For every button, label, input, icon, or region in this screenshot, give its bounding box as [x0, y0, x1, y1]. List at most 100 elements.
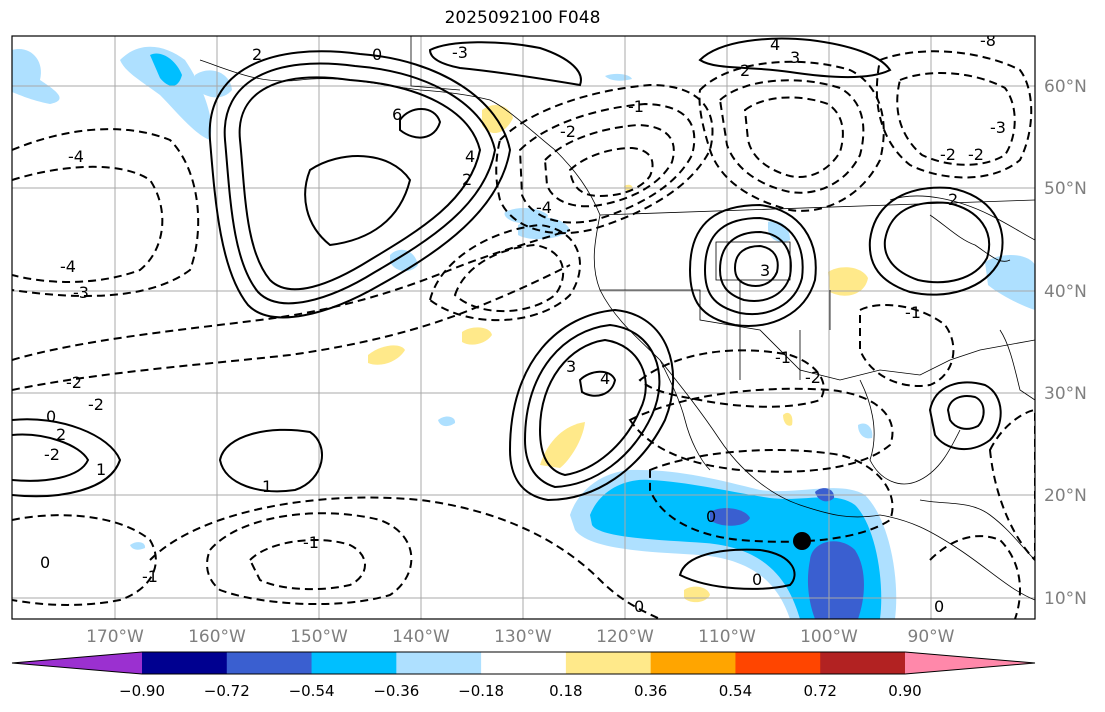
- colorbar-segment: [820, 652, 906, 674]
- contour-label: 0: [752, 570, 762, 589]
- colorbar-tick-label: 0.90: [888, 682, 921, 700]
- lon-label: 120°W: [596, 627, 654, 647]
- contour-label: -3: [452, 43, 468, 62]
- contour-label: 4: [600, 369, 610, 388]
- colorbar-outline: [11, 651, 1036, 675]
- contour-label: 3: [760, 261, 770, 280]
- contour-label: -2: [88, 395, 104, 414]
- colorbar-extend-high: [905, 652, 1035, 674]
- lat-label: 30°N: [1044, 384, 1087, 404]
- contour-label: 1: [96, 460, 106, 479]
- gridlines: [12, 36, 1035, 619]
- shade-gulf-dark: [807, 541, 864, 619]
- contour-label: 1: [262, 477, 272, 496]
- shade-blue-h: [130, 542, 146, 550]
- contour-label: 3: [566, 357, 576, 376]
- shade-nw-blue3: [195, 70, 232, 98]
- contour-label: 2: [56, 425, 66, 444]
- shade-blue-f: [438, 416, 456, 427]
- colorbar-segment: [481, 652, 567, 674]
- colorbar-tick-label: 0.36: [634, 682, 667, 700]
- shade-yellow-a: [540, 422, 585, 468]
- contour-label: -1: [905, 303, 921, 322]
- contour-label: 2: [740, 61, 750, 80]
- lat-label: 60°N: [1044, 77, 1087, 97]
- contour-label: -2: [44, 445, 60, 464]
- colorbar-segment: [735, 652, 821, 674]
- contour-label: 0: [934, 597, 944, 616]
- lon-label: 110°W: [698, 627, 756, 647]
- map-title: 2025092100 F048: [444, 8, 601, 28]
- shade-blue-g: [858, 423, 873, 439]
- shade-blue-e: [985, 254, 1035, 310]
- contour-label: 3: [790, 48, 800, 67]
- map-frame: [11, 35, 1036, 620]
- contour-label: -4: [60, 257, 76, 276]
- colorbar: −0.90 −0.72 −0.54 −0.36 −0.18 0.18 0.36 0.54 0.7…: [11, 651, 1036, 700]
- colorbar-tick-label: 0.54: [719, 682, 752, 700]
- lon-label: 130°W: [494, 627, 552, 647]
- colorbar-segment: [311, 652, 397, 674]
- contour-label: 2: [462, 170, 472, 189]
- shade-yellow-g: [783, 412, 793, 426]
- contour-label: 6: [392, 105, 402, 124]
- lat-label: 20°N: [1044, 486, 1087, 506]
- contour-label: 0: [372, 45, 382, 64]
- lon-label: 90°W: [908, 627, 955, 647]
- lon-label: 140°W: [392, 627, 450, 647]
- colorbar-tick-label: −0.18: [458, 682, 504, 700]
- contour-label: -3: [990, 118, 1006, 137]
- contour-label: 2: [948, 190, 958, 209]
- lon-label: 100°W: [800, 627, 858, 647]
- shade-yellow-d: [828, 267, 868, 296]
- lon-label: 170°W: [86, 627, 144, 647]
- shade-nw-blue2: [120, 46, 212, 141]
- contour-label: -1: [775, 348, 791, 367]
- contour-label: -2: [968, 145, 984, 164]
- contour-label: -2: [805, 368, 821, 387]
- lon-axis: 170°W 160°W 150°W 140°W 130°W 120°W 110°…: [86, 627, 955, 647]
- contour-label: 4: [770, 35, 780, 54]
- colorbar-tick-label: −0.72: [204, 682, 250, 700]
- contour-label: 0: [634, 597, 644, 616]
- colorbar-segment: [226, 652, 313, 674]
- contour-label: -1: [142, 567, 158, 586]
- contour-label: -1: [628, 97, 644, 116]
- colorbar-tick-label: 0.72: [804, 682, 837, 700]
- lat-axis: 60°N 50°N 40°N 30°N 20°N 10°N: [1044, 77, 1087, 609]
- shade-yellow-c: [462, 327, 492, 345]
- contour-label: 4: [465, 147, 475, 166]
- contour-label-layer: 4 3 2 6 0 -1 4 2 -2 -4 -3 -2 0 2 -2 1 1 …: [40, 35, 1006, 616]
- colorbar-segment: [396, 652, 482, 674]
- contour-label: 0: [706, 507, 716, 526]
- contour-label: -3: [73, 283, 89, 302]
- colorbar-segment: [565, 652, 652, 674]
- colorbar-tick-label: 0.18: [549, 682, 582, 700]
- lon-label: 160°W: [188, 627, 246, 647]
- colorbar-tick-label: −0.54: [289, 682, 335, 700]
- shade-yellow-b: [368, 345, 405, 365]
- colorbar-extend-low: [12, 652, 142, 674]
- negative-contours: [12, 50, 1035, 619]
- shade-nw-cyan: [150, 53, 182, 86]
- contour-label: -2: [560, 122, 576, 141]
- contour-label: 0: [46, 407, 56, 426]
- colorbar-tick-label: −0.90: [119, 682, 165, 700]
- contour-label: 2: [252, 45, 262, 64]
- contour-label: -1: [303, 533, 319, 552]
- contour-label: -4: [68, 147, 84, 166]
- storm-center-marker: [793, 532, 811, 550]
- colorbar-tick-label: −0.36: [373, 682, 419, 700]
- lat-label: 10°N: [1044, 589, 1087, 609]
- shading-layer: [12, 46, 1035, 619]
- colorbar-segment: [650, 652, 736, 674]
- contour-label: -2: [66, 373, 82, 392]
- lat-label: 50°N: [1044, 179, 1087, 199]
- shade-gulf-dark2: [710, 508, 750, 526]
- contour-label: -4: [536, 198, 552, 217]
- lat-label: 40°N: [1044, 282, 1087, 302]
- contour-label: 0: [40, 553, 50, 572]
- lon-label: 150°W: [290, 627, 348, 647]
- colorbar-segment: [142, 652, 228, 674]
